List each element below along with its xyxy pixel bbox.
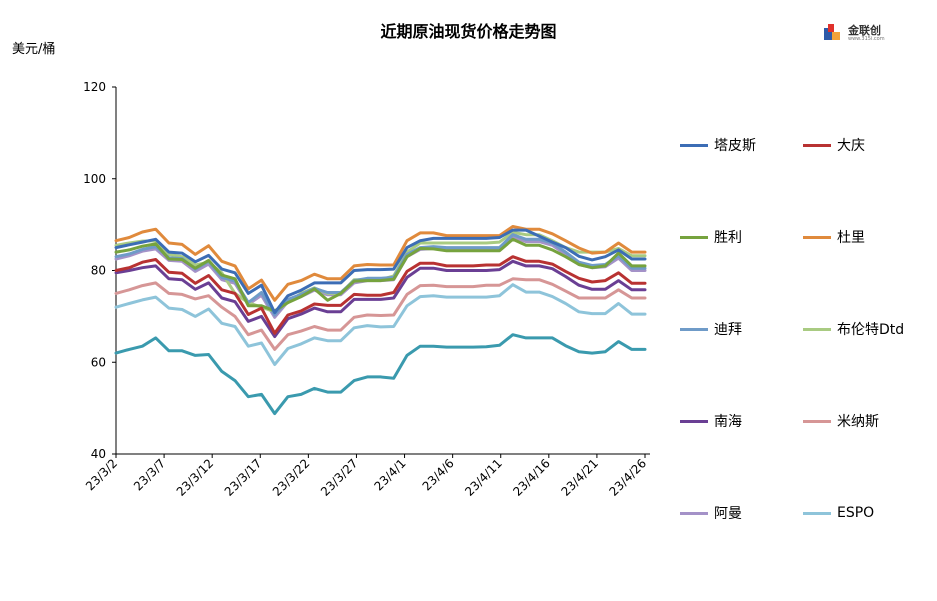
x-tick-label: 23/3/12: [174, 456, 217, 499]
series-line: [114, 225, 647, 302]
legend-item: 大庆: [803, 135, 865, 155]
legend-label: 米纳斯: [837, 414, 879, 430]
y-tick-label: 100: [83, 172, 106, 186]
legend-swatch: [680, 511, 708, 515]
series-line: [114, 283, 647, 366]
legend-item: 米纳斯: [803, 411, 879, 431]
legend-label: 南海: [714, 414, 742, 430]
x-tick-label: 23/4/1: [371, 456, 408, 493]
legend-label: 塔皮斯: [714, 138, 756, 154]
y-axis-unit-label: 美元/桶: [12, 42, 56, 57]
legend-item: 布伦特Dtd: [803, 319, 904, 339]
legend-item: 胜利: [680, 227, 742, 247]
legend-label: 阿曼: [714, 506, 742, 522]
series-line: [114, 237, 647, 313]
legend-item: 南海: [680, 411, 742, 431]
x-tick-label: 23/3/27: [318, 456, 361, 499]
legend-swatch: [803, 235, 831, 239]
legend-label: 迪拜: [714, 322, 742, 338]
chart-title: 近期原油现货价格走势图: [380, 22, 557, 41]
y-axis-ticks: 40 60 80 100 120: [83, 80, 116, 461]
x-tick-label: 23/4/21: [558, 456, 601, 499]
legend-label: 胜利: [714, 230, 742, 246]
legend-label: 杜里: [837, 230, 865, 246]
legend-label: ESPO: [837, 505, 875, 521]
legend-swatch: [803, 143, 831, 147]
legend-item: ESPO: [803, 503, 874, 523]
legend-swatch: [680, 143, 708, 147]
y-tick-label: 40: [91, 447, 106, 461]
y-tick-label: 120: [83, 80, 106, 94]
legend-swatch: [680, 235, 708, 239]
x-tick-label: 23/4/16: [510, 456, 553, 499]
x-tick-label: 23/4/6: [420, 456, 457, 493]
series-line: [114, 333, 647, 416]
legend-swatch: [803, 511, 831, 515]
series-line: [114, 259, 647, 339]
y-tick-label: 60: [91, 355, 106, 369]
x-tick-label: 23/3/22: [270, 456, 313, 499]
legend-label: 布伦特Dtd: [837, 322, 905, 338]
legend-item: 杜里: [803, 227, 865, 247]
x-tick-label: 23/4/11: [462, 456, 505, 499]
legend-item: 塔皮斯: [680, 135, 756, 155]
series-line: [114, 228, 647, 315]
legend-swatch: [680, 327, 708, 331]
legend-swatch: [680, 419, 708, 423]
legend-swatch: [803, 419, 831, 423]
x-tick-label: 23/3/17: [222, 456, 265, 499]
legend-item: 阿曼: [680, 503, 742, 523]
logo-mark-icon: [824, 24, 840, 40]
series-line: [114, 255, 647, 335]
y-tick-label: 80: [91, 264, 106, 278]
legend-label: 大庆: [837, 138, 865, 154]
legend-swatch: [803, 327, 831, 331]
series-lines: [114, 225, 647, 416]
logo-subtext: www.315i.com: [848, 36, 885, 42]
x-tick-label: 23/3/7: [131, 456, 168, 493]
x-tick-label: 23/4/26: [607, 456, 650, 499]
series-line: [114, 277, 647, 351]
logo-text: 金联创: [848, 24, 881, 37]
x-tick-label: 23/3/2: [83, 456, 120, 493]
x-axis-ticks: 23/3/2 23/3/7 23/3/12 23/3/17 23/3/22 23/3/27…: [83, 454, 649, 499]
brand-logo: 金联创 www.315i.com: [822, 20, 902, 46]
legend-item: 迪拜: [680, 319, 742, 339]
